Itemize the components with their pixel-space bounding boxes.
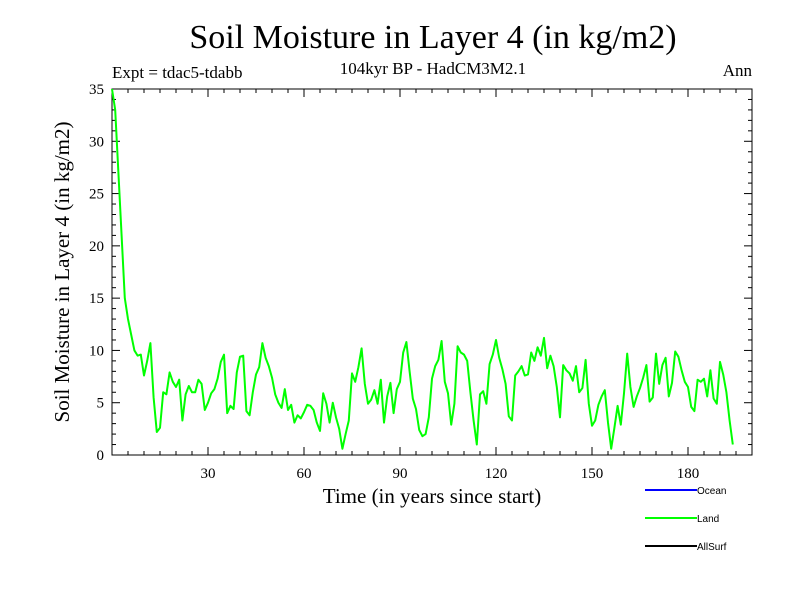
x-tick-label: 30	[201, 466, 216, 482]
y-tick-label: 35	[89, 82, 104, 98]
y-tick-label: 0	[97, 448, 105, 464]
series-layer	[111, 88, 734, 450]
x-tick-label: 150	[581, 466, 604, 482]
x-tick-label: 180	[677, 466, 700, 482]
legend: Ocean Land AllSurf	[645, 486, 727, 553]
axes-group: 0 5 10 15 20 25 30 35 30 60 90 120 150 180	[89, 82, 753, 482]
x-tick-label: 60	[297, 466, 312, 482]
legend-label-allsurf: AllSurf	[697, 542, 727, 553]
x-tick-label: 120	[485, 466, 508, 482]
legend-label-land: Land	[697, 514, 719, 525]
chart-subtitle: 104kyr BP - HadCM3M2.1	[340, 59, 526, 78]
y-tick-label: 20	[89, 239, 104, 255]
y-axis-label: Soil Moisture in Layer 4 (in kg/m2)	[50, 122, 74, 423]
x-tick-label: 90	[393, 466, 408, 482]
legend-label-ocean: Ocean	[697, 486, 726, 497]
y-tick-label: 10	[89, 343, 104, 359]
expt-label: Expt = tdac5-tdabb	[112, 63, 242, 82]
y-tick-label: 30	[89, 134, 104, 150]
y-tick-label: 25	[89, 187, 104, 203]
period-label: Ann	[723, 61, 753, 80]
y-tick-label: 15	[89, 291, 104, 307]
chart-title: Soil Moisture in Layer 4 (in kg/m2)	[189, 19, 676, 56]
x-axis-label: Time (in years since start)	[323, 484, 542, 508]
y-tick-label: 5	[97, 396, 105, 412]
series-line-land	[111, 88, 734, 450]
